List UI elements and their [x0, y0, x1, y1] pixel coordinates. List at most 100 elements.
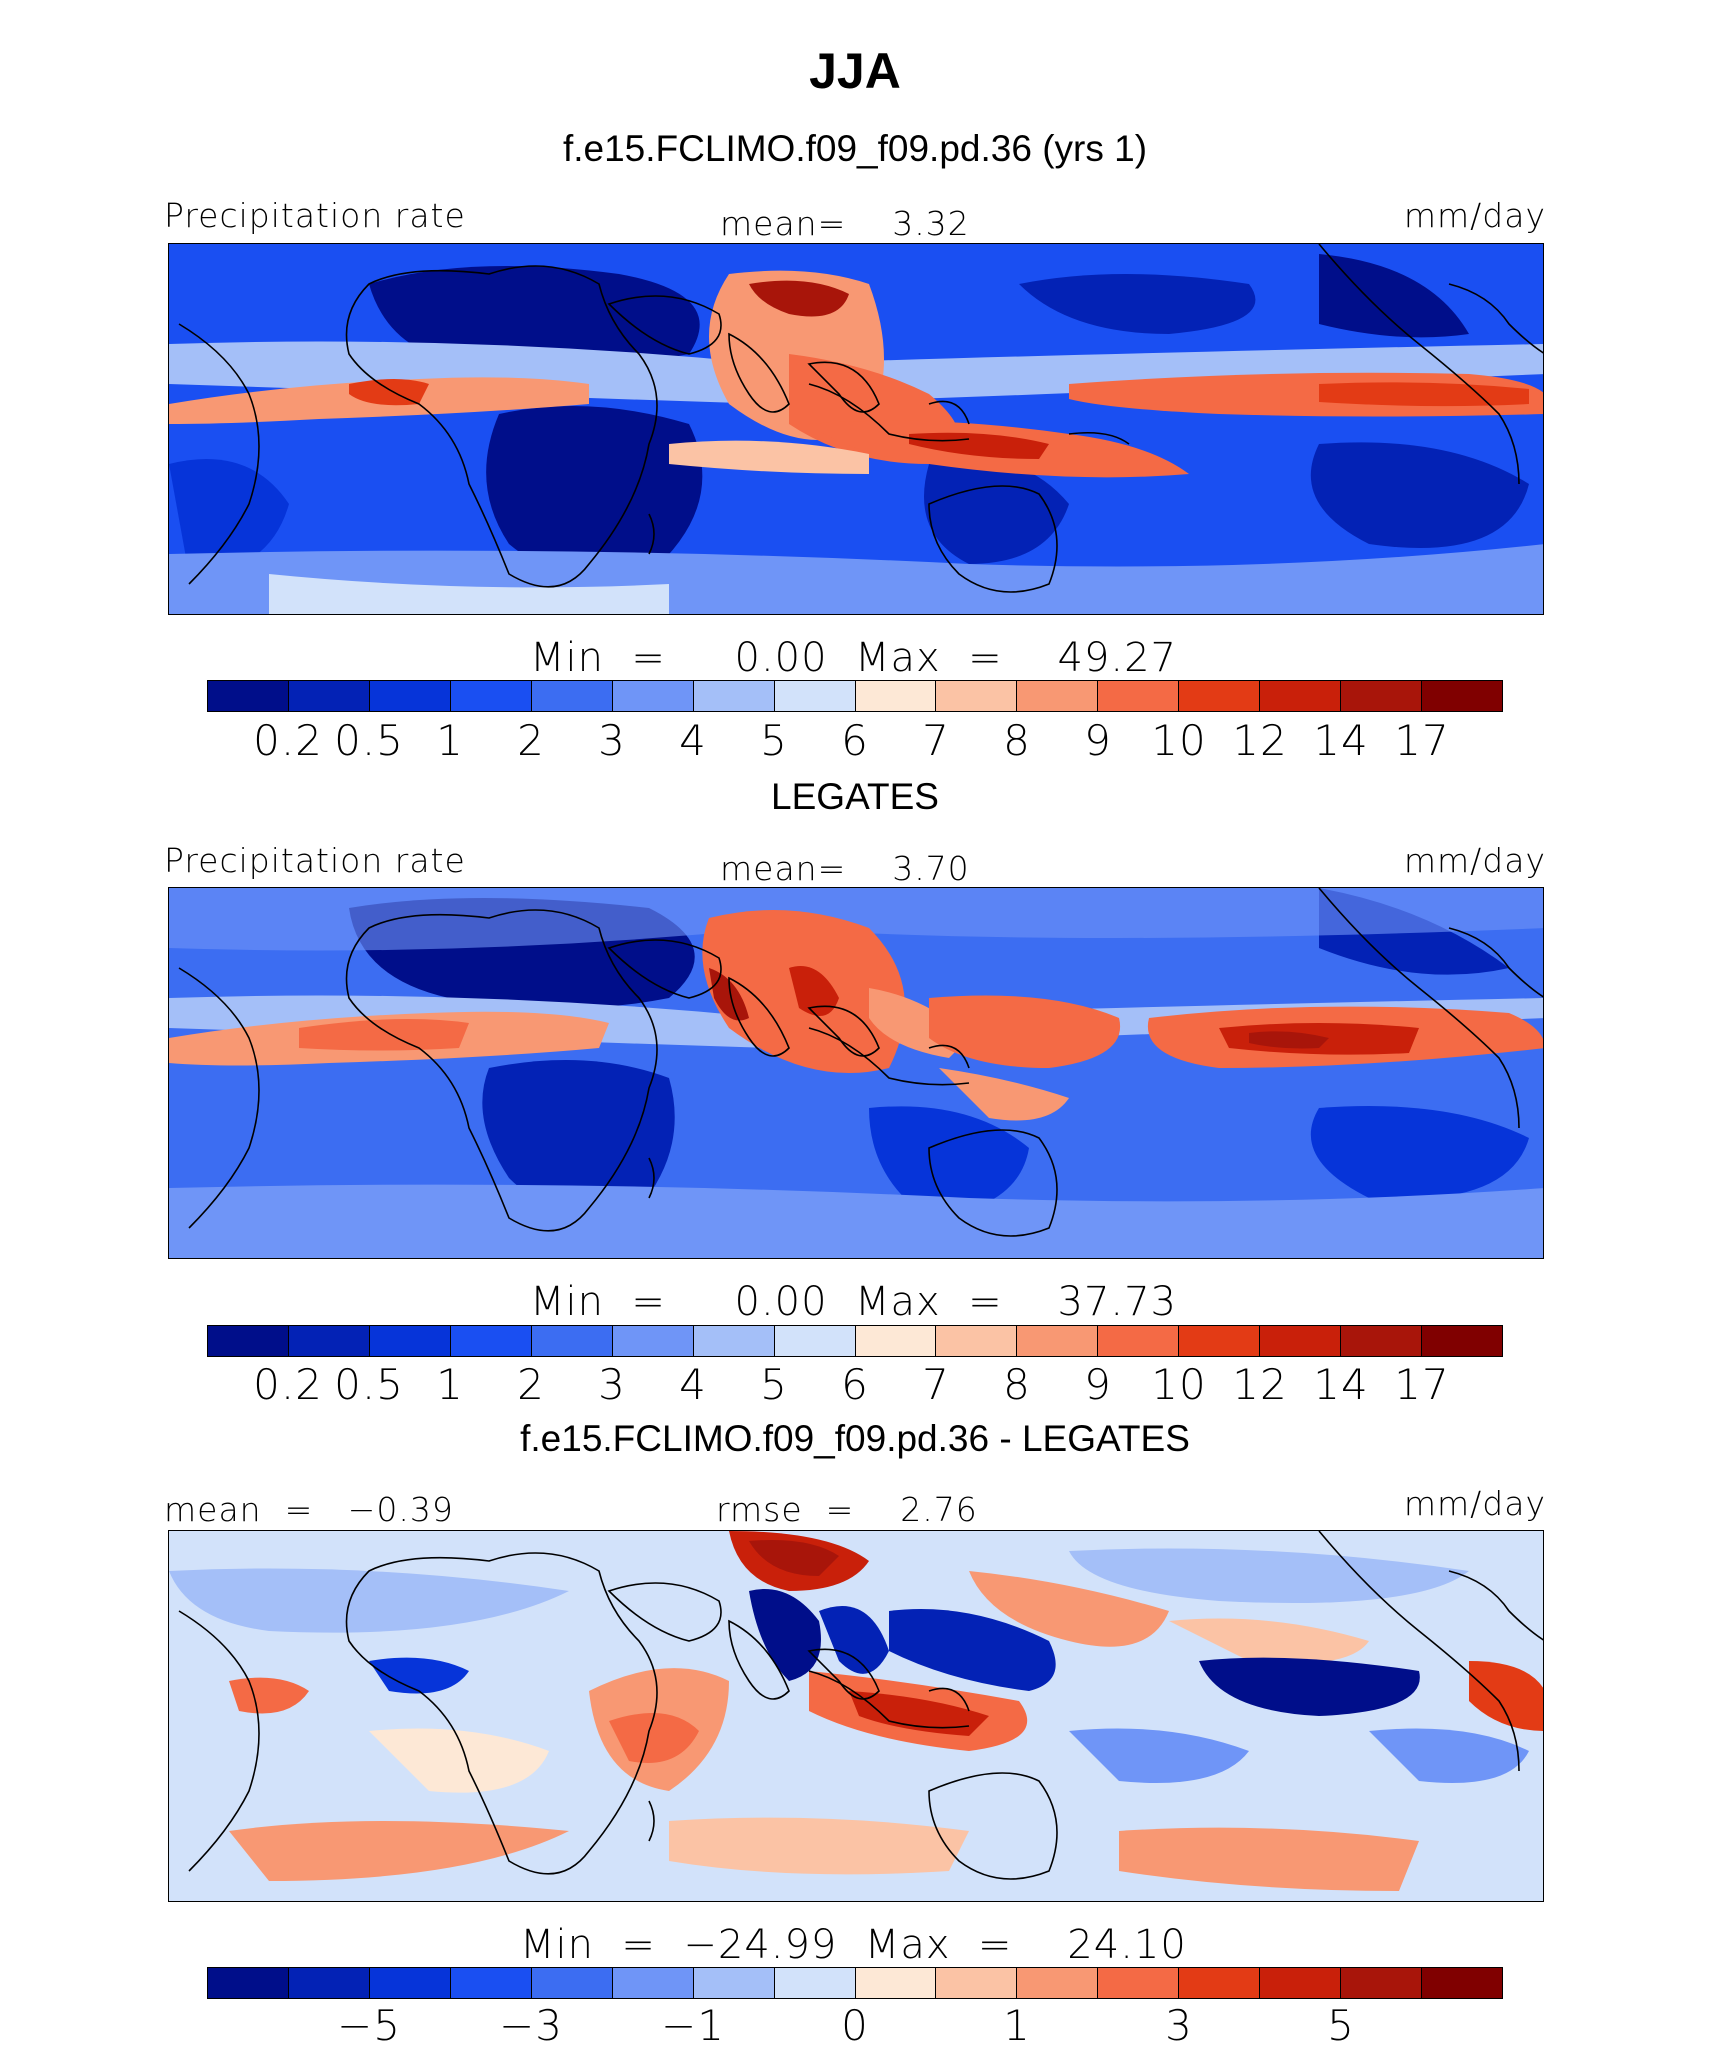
- colorbar-swatch: [450, 1326, 532, 1356]
- colorbar-tick-label: 6: [841, 716, 869, 765]
- colorbar-tick-label: 14: [1313, 716, 1369, 765]
- colorbar-swatch: [369, 1326, 451, 1356]
- colorbar-swatch: [1017, 681, 1099, 711]
- colorbar-swatch: [1422, 681, 1502, 711]
- colorbar-swatch: [1260, 1968, 1342, 1998]
- colorbar-swatch: [1422, 1968, 1502, 1998]
- colorbar-tick-label: 3: [598, 1360, 626, 1409]
- colorbar-tick-label: 0.2: [253, 1360, 323, 1409]
- colorbar-tick-label: 7: [922, 716, 950, 765]
- colorbar-tick-label: 10: [1151, 1360, 1207, 1409]
- colorbar-tick-label: −3: [499, 2001, 563, 2050]
- panel-3-subtitle: f.e15.FCLIMO.f09_f09.pd.36 - LEGATES: [520, 1418, 1190, 1459]
- colorbar-swatch: [612, 1326, 694, 1356]
- panel-3-colorbar: [207, 1967, 1503, 1999]
- panel-2-variable-label: Precipitation rate: [164, 841, 466, 880]
- colorbar-tick-label: 10: [1151, 716, 1207, 765]
- colorbar-swatch: [1341, 1326, 1423, 1356]
- panel-1-mean-label: mean= 3.32: [720, 204, 970, 243]
- colorbar-swatch: [774, 681, 856, 711]
- colorbar-swatch: [1098, 681, 1180, 711]
- colorbar-swatch: [855, 1326, 937, 1356]
- colorbar-swatch: [1017, 1968, 1099, 1998]
- panel-1-min-max: Min = 0.00 Max = 49.27: [530, 635, 1177, 681]
- colorbar-swatch: [1422, 1326, 1502, 1356]
- colorbar-tick-label: 5: [760, 716, 788, 765]
- colorbar-tick-label: 0.5: [334, 716, 404, 765]
- colorbar-tick-label: 12: [1232, 716, 1288, 765]
- colorbar-swatch: [693, 681, 775, 711]
- colorbar-swatch: [288, 681, 370, 711]
- colorbar-swatch: [1260, 681, 1342, 711]
- colorbar-swatch: [288, 1968, 370, 1998]
- colorbar-swatch: [855, 681, 937, 711]
- panel-1-map: [168, 243, 1544, 615]
- colorbar-tick-label: 4: [679, 1360, 707, 1409]
- colorbar-swatch: [531, 1326, 613, 1356]
- colorbar-tick-label: 5: [1327, 2001, 1355, 2050]
- panel-2-subtitle: LEGATES: [771, 776, 939, 817]
- colorbar-swatch: [531, 681, 613, 711]
- colorbar-tick-label: 2: [517, 1360, 545, 1409]
- colorbar-swatch: [612, 1968, 694, 1998]
- colorbar-swatch: [936, 1968, 1018, 1998]
- colorbar-swatch: [1179, 1326, 1261, 1356]
- colorbar-tick-label: 4: [679, 716, 707, 765]
- panel-2-colorbar: [207, 1325, 1503, 1357]
- colorbar-tick-label: 2: [517, 716, 545, 765]
- colorbar-tick-label: 14: [1313, 1360, 1369, 1409]
- colorbar-tick-label: 9: [1084, 716, 1112, 765]
- colorbar-swatch: [1341, 681, 1423, 711]
- colorbar-swatch: [774, 1326, 856, 1356]
- panel-2-map: [168, 887, 1544, 1259]
- colorbar-tick-label: 17: [1394, 716, 1450, 765]
- colorbar-swatch: [450, 1968, 532, 1998]
- colorbar-swatch: [450, 681, 532, 711]
- colorbar-tick-label: 17: [1394, 1360, 1450, 1409]
- panel-3-mean-label: mean = −0.39: [164, 1490, 454, 1529]
- colorbar-tick-label: 3: [598, 716, 626, 765]
- colorbar-swatch: [936, 1326, 1018, 1356]
- panel-2-colorbar-ticks: 0.2 0.5 1 2 3 4 5 6 7 8 9 10 12 14 17: [207, 1360, 1503, 1409]
- colorbar-tick-label: 1: [1003, 2001, 1031, 2050]
- panel-1-units-label: mm/day: [1403, 196, 1546, 235]
- colorbar-swatch: [1017, 1326, 1099, 1356]
- colorbar-tick-label: −1: [661, 2001, 725, 2050]
- panel-3-colorbar-ticks: −5 −3 −1 0 1 3 5: [207, 2001, 1503, 2050]
- colorbar-swatch: [1341, 1968, 1423, 1998]
- colorbar-tick-label: 0: [841, 2001, 869, 2050]
- colorbar-swatch: [1098, 1326, 1180, 1356]
- panel-3-min-max: Min = −24.99 Max = 24.10: [520, 1922, 1187, 1968]
- colorbar-tick-label: 9: [1084, 1360, 1112, 1409]
- colorbar-tick-label: 3: [1165, 2001, 1193, 2050]
- panel-1-colorbar-ticks: 0.2 0.5 1 2 3 4 5 6 7 8 9 10 12 14 17: [207, 716, 1503, 765]
- panel-1-colorbar: [207, 680, 1503, 712]
- colorbar-swatch: [774, 1968, 856, 1998]
- colorbar-swatch: [369, 1968, 451, 1998]
- colorbar-tick-label: 8: [1003, 716, 1031, 765]
- colorbar-tick-label: 7: [922, 1360, 950, 1409]
- colorbar-swatch: [693, 1968, 775, 1998]
- panel-1-variable-label: Precipitation rate: [164, 196, 466, 235]
- panel-2-units-label: mm/day: [1403, 841, 1546, 880]
- colorbar-swatch: [1098, 1968, 1180, 1998]
- colorbar-tick-label: 6: [841, 1360, 869, 1409]
- figure-title: JJA: [809, 43, 901, 99]
- panel-2-mean-label: mean= 3.70: [720, 849, 970, 888]
- colorbar-tick-label: 0.5: [334, 1360, 404, 1409]
- colorbar-swatch: [612, 681, 694, 711]
- colorbar-swatch: [288, 1326, 370, 1356]
- panel-3-units-label: mm/day: [1403, 1484, 1546, 1523]
- panel-2-min-max: Min = 0.00 Max = 37.73: [530, 1279, 1177, 1325]
- colorbar-tick-label: 1: [436, 1360, 464, 1409]
- colorbar-tick-label: 12: [1232, 1360, 1288, 1409]
- panel-1-subtitle: f.e15.FCLIMO.f09_f09.pd.36 (yrs 1): [562, 128, 1148, 169]
- colorbar-swatch: [693, 1326, 775, 1356]
- colorbar-tick-label: 8: [1003, 1360, 1031, 1409]
- colorbar-tick-label: 0.2: [253, 716, 323, 765]
- colorbar-tick-label: 1: [436, 716, 464, 765]
- colorbar-tick-label: 5: [760, 1360, 788, 1409]
- colorbar-swatch: [208, 681, 289, 711]
- colorbar-swatch: [208, 1968, 289, 1998]
- colorbar-swatch: [1260, 1326, 1342, 1356]
